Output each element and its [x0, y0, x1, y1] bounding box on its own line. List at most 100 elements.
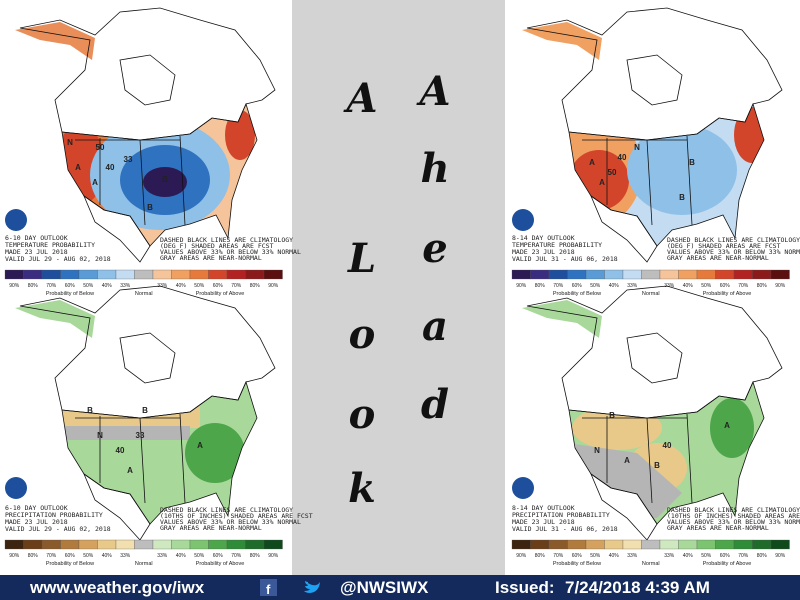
outlook-caption: 6-10 DAY OUTLOOK [5, 504, 68, 512]
legend-label: 33% [627, 553, 638, 559]
issued-time: 7/24/2018 4:39 AM [565, 578, 710, 597]
twitter-icon[interactable] [304, 581, 320, 593]
legend-swatch [115, 269, 135, 280]
legend-label: 90% [775, 283, 786, 289]
outlook-caption: MADE 23 JUL 2018 [512, 518, 575, 526]
outlook-caption: 8-14 DAY OUTLOOK [512, 504, 575, 512]
legend-swatch [659, 269, 679, 280]
map-label: 33 [124, 155, 133, 164]
legend-label: 40% [609, 553, 620, 559]
outlook-note: DASHED BLACK LINES ARE CLIMATOLOGY [667, 236, 800, 244]
ahead-letter: d [421, 381, 449, 428]
legend-swatch [78, 539, 98, 550]
legend-label: 50% [590, 553, 601, 559]
outlook-caption: 8-14 DAY OUTLOOK [512, 234, 575, 242]
footer-handle: @NWSIWX [340, 578, 429, 597]
legend-swatch [152, 539, 172, 550]
legend-normal-swatch [134, 269, 154, 280]
legend-label: 40% [102, 553, 113, 559]
legend-label: 50% [701, 553, 712, 559]
legend-swatch [696, 539, 716, 550]
map-label: B [689, 158, 695, 167]
legend-above: Probability of Above [703, 291, 752, 297]
footer-url: www.weather.gov/iwx [29, 578, 205, 597]
legend-label: 60% [213, 283, 224, 289]
legend-label: 60% [572, 553, 583, 559]
map-label: 40 [618, 153, 627, 162]
legend-label: 90% [775, 553, 786, 559]
legend-label: 70% [553, 283, 564, 289]
legend-swatch [189, 539, 209, 550]
legend-label: 40% [609, 283, 620, 289]
legend-label: 50% [83, 553, 94, 559]
map-label: 33 [136, 431, 145, 440]
legend-swatch [208, 539, 228, 550]
legend-swatch [770, 269, 790, 280]
legend-swatch [752, 269, 772, 280]
legend-label: 70% [738, 283, 749, 289]
outlook-caption: VALID JUL 29 - AUG 02, 2018 [5, 525, 111, 533]
legend-normal-swatch [134, 539, 154, 550]
legend-swatch [604, 539, 624, 550]
legend-swatch [511, 539, 531, 550]
ahead-letter: A [415, 68, 450, 115]
map-label: 40 [106, 163, 115, 172]
legend-normal: Normal [642, 561, 660, 567]
issued-label: Issued: [495, 578, 555, 597]
map-label: 50 [608, 168, 617, 177]
legend-swatch [678, 269, 698, 280]
legend-label: 50% [83, 283, 94, 289]
legend-label: 40% [683, 283, 694, 289]
legend-label: 90% [9, 553, 20, 559]
look-letter: A [342, 75, 377, 122]
legend-swatch [4, 539, 24, 550]
legend-swatch [226, 539, 246, 550]
legend-swatch [733, 539, 753, 550]
ahead-letter: a [422, 303, 448, 350]
legend-label: 70% [231, 283, 242, 289]
legend-label: 70% [46, 283, 57, 289]
legend-label: 80% [535, 283, 546, 289]
outlook-note: GRAY AREAS ARE NEAR-NORMAL [160, 524, 262, 532]
look-letter: o [349, 311, 376, 358]
legend-swatch [715, 269, 735, 280]
legend-normal-swatch [641, 539, 661, 550]
outlook-caption: TEMPERATURE PROBABILITY [512, 241, 602, 249]
map-label: A [75, 163, 81, 172]
look-letter: o [349, 391, 376, 438]
map-label: 40 [116, 446, 125, 455]
center-panel [292, 0, 505, 575]
map-label: A [624, 456, 630, 465]
legend-label: 50% [194, 553, 205, 559]
legend-swatch [530, 269, 550, 280]
legend-above: Probability of Above [703, 561, 752, 567]
legend-label: 33% [157, 553, 168, 559]
ahead-letter: h [420, 145, 449, 192]
legend-swatch [97, 539, 117, 550]
legend-label: 80% [250, 553, 261, 559]
legend-label: 90% [516, 283, 527, 289]
legend-above: Probability of Above [196, 291, 245, 297]
map-label: N [634, 143, 640, 152]
legend-swatch [622, 269, 642, 280]
outlook-note: VALUES ABOVE 33% OR BELOW 33% NORMAL [160, 518, 301, 526]
facebook-icon[interactable] [260, 579, 277, 596]
legend-label: 33% [157, 283, 168, 289]
legend-label: 40% [683, 553, 694, 559]
legend-swatch [604, 269, 624, 280]
legend-label: 70% [553, 553, 564, 559]
noaa-logos [5, 209, 534, 499]
look-letter: k [348, 465, 376, 512]
outlook-note: (10THS OF INCHES) SHADED AREAS ARE FCST [667, 512, 800, 520]
legend-normal: Normal [135, 561, 153, 567]
outlook-note: DASHED BLACK LINES ARE CLIMATOLOGY [160, 506, 293, 514]
legend-label: 50% [701, 283, 712, 289]
legend-swatch [678, 539, 698, 550]
legend-label: 40% [176, 553, 187, 559]
legend-label: 90% [9, 283, 20, 289]
legend-below: Probability of Below [46, 291, 94, 297]
legend-swatch [152, 269, 172, 280]
legend-swatch [189, 269, 209, 280]
